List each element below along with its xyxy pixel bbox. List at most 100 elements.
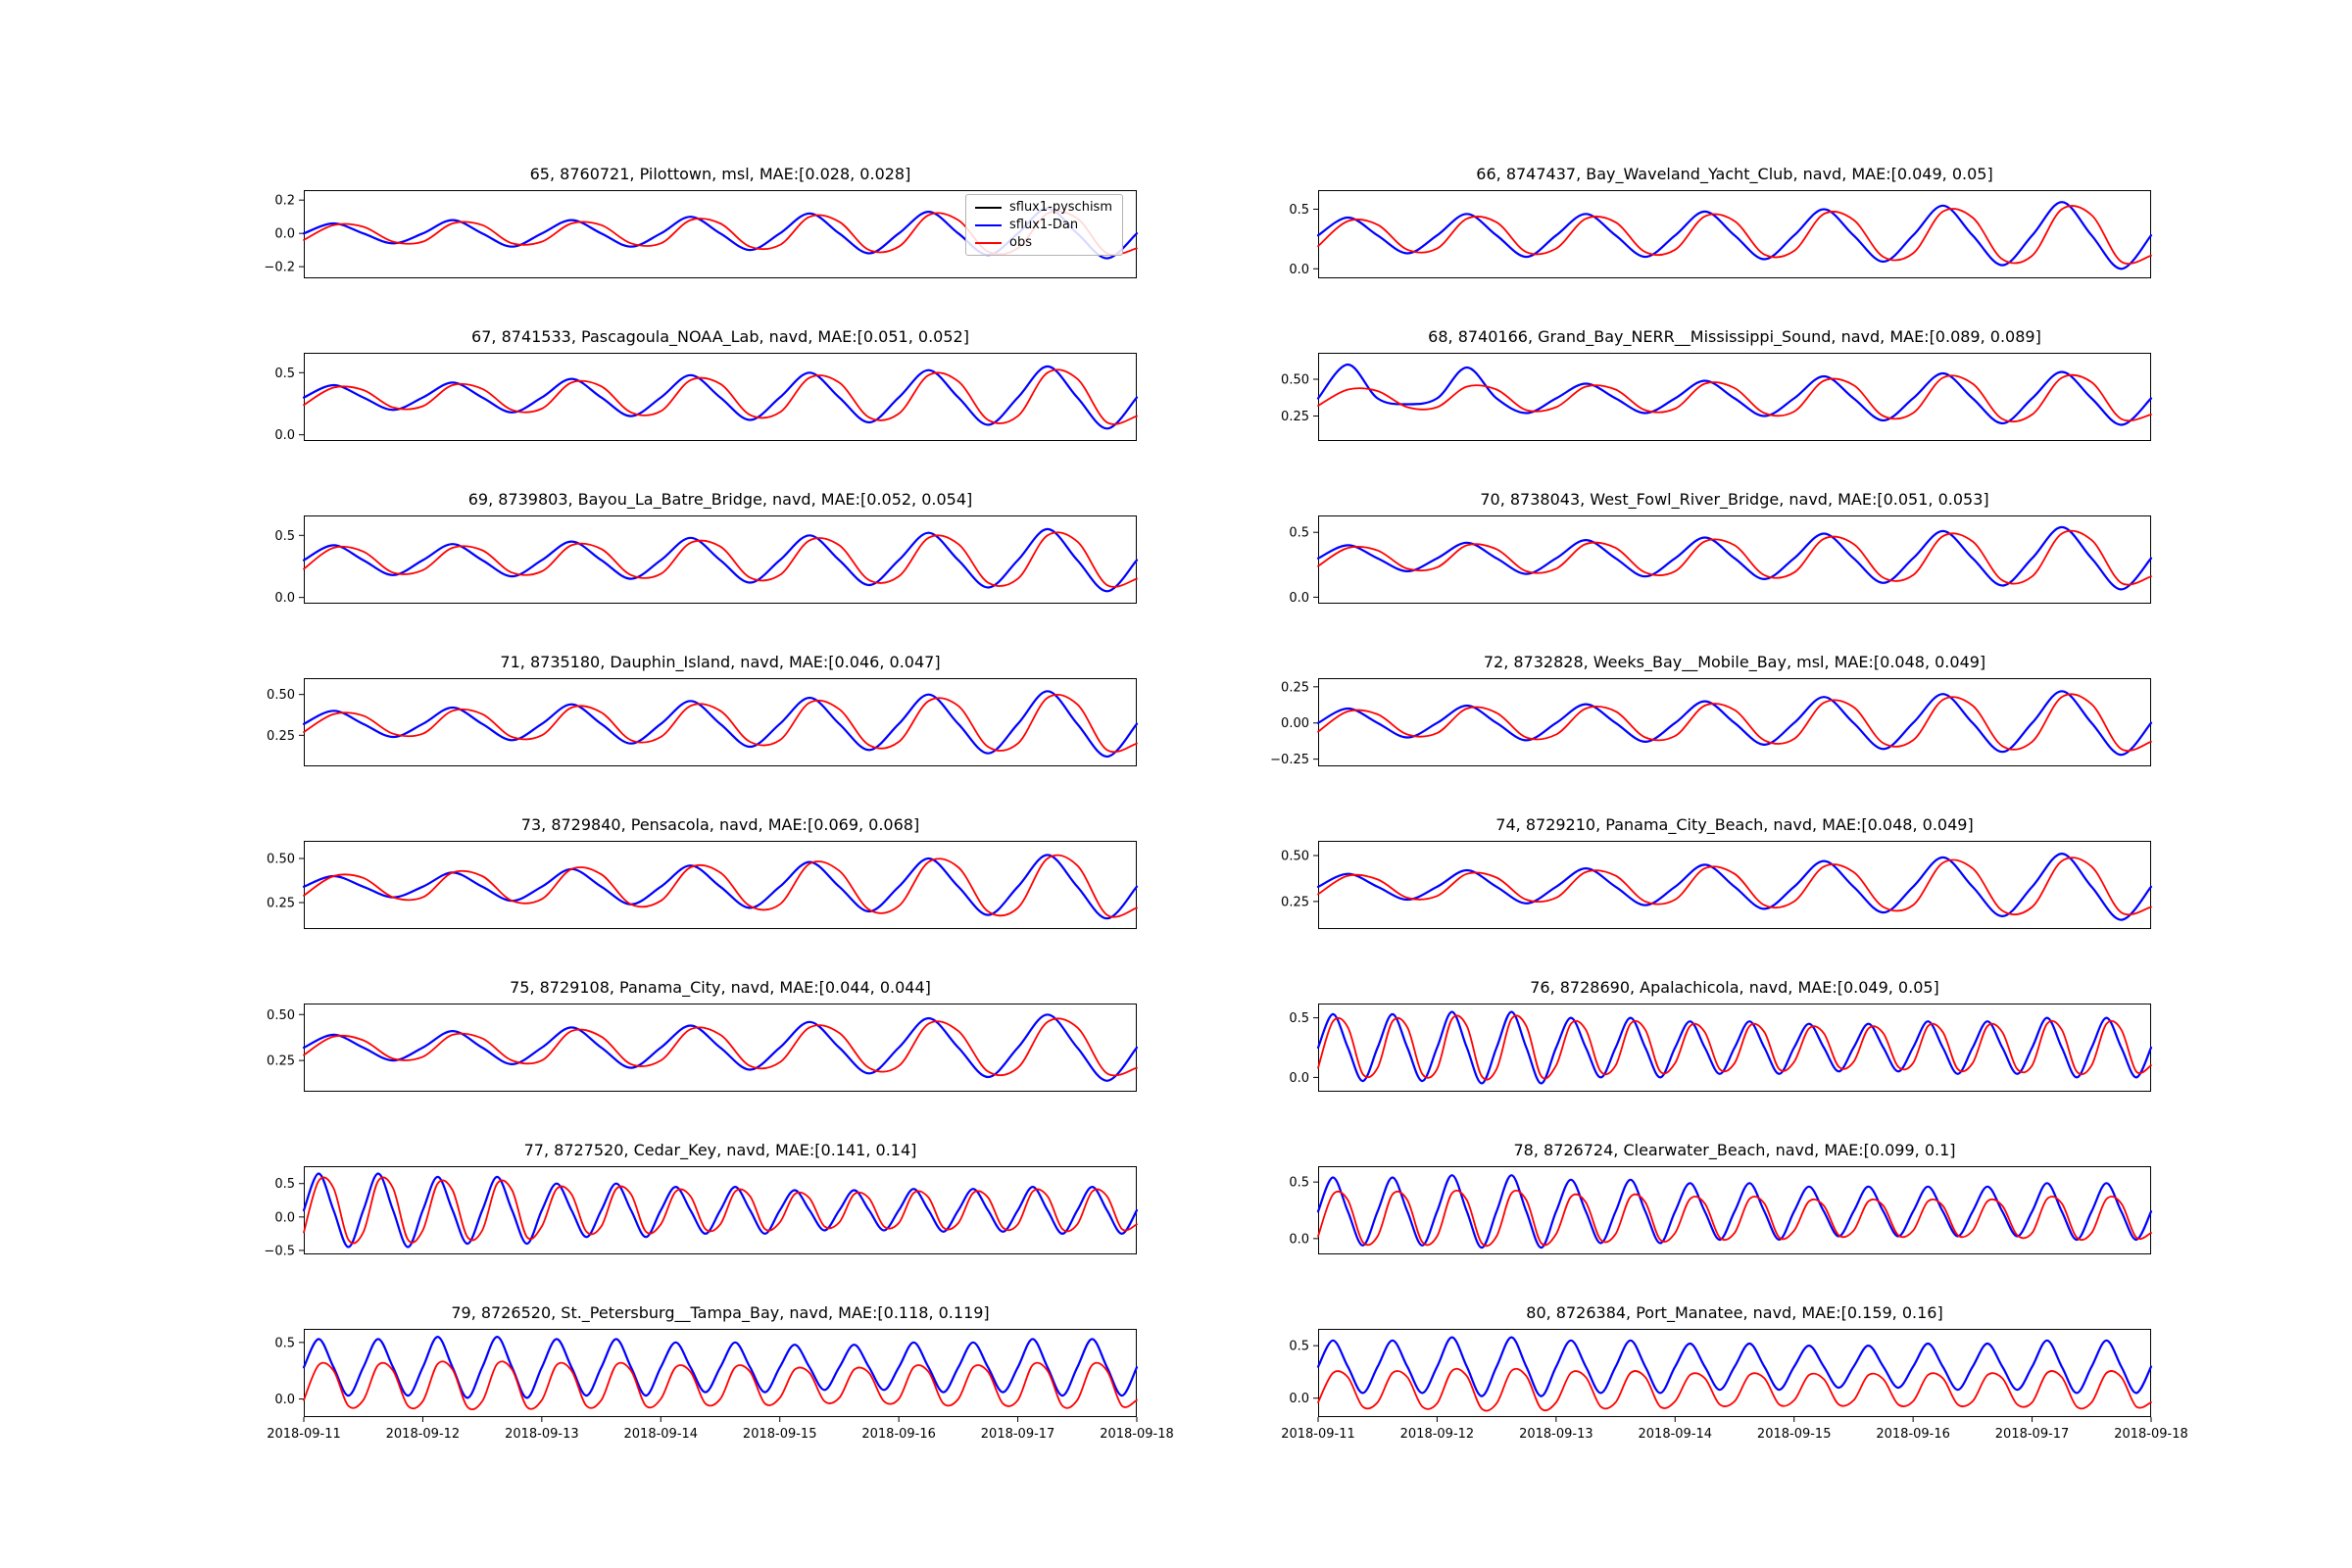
legend-line-sample: [974, 223, 1002, 226]
y-tick-label: 0.25: [1281, 680, 1309, 695]
y-tick-label: 0.5: [1289, 1176, 1309, 1191]
subplot-68-grand_bay_nerr__mississippi_sound: 68, 8740166, Grand_Bay_NERR__Mississippi…: [1281, 327, 2153, 441]
y-tick-label: 0.25: [1281, 895, 1309, 909]
y-tick-label: 0.0: [274, 428, 295, 443]
axes-frame: [1318, 1329, 2151, 1417]
subplot-71-dauphin_island: 71, 8735180, Dauphin_Island, navd, MAE:[…: [267, 653, 1139, 766]
axes-frame: [304, 678, 1137, 766]
subplot-79-st._petersburg__tampa_bay: 79, 8726520, St._Petersburg__Tampa_Bay, …: [267, 1303, 1174, 1442]
series-line-sflux1-Dan: [302, 365, 1139, 430]
series-line-sflux1-Dan: [1316, 690, 2153, 757]
subplot-70-west_fowl_river_bridge: 70, 8738043, West_Fowl_River_Bridge, nav…: [1289, 490, 2153, 606]
plot-area: 0.50 0.25: [267, 1004, 1139, 1092]
series-line-obs: [303, 1360, 1138, 1410]
legend-entry: obs: [974, 235, 1112, 250]
series-line-obs: [1317, 373, 2152, 423]
series-line-obs: [1317, 1190, 2152, 1248]
y-tick-label: 0.0: [1289, 263, 1309, 277]
y-tick-label: 0.50: [1281, 850, 1309, 864]
series-line-obs: [303, 531, 1138, 588]
y-tick-label: 0.5: [274, 1336, 295, 1350]
series-line-obs: [303, 1176, 1138, 1245]
x-tick-label: 2018-09-12: [1400, 1427, 1475, 1442]
legend-label: sflux1-Dan: [1008, 218, 1079, 232]
plot-area: 0.5 0.0 2018-09-11 2018-09-12 2018-09-13 2018…: [1281, 1329, 2188, 1442]
series-line-obs: [303, 1017, 1138, 1077]
y-tick-label: 0.25: [267, 897, 295, 911]
plot-area: 0.5 0.0: [1289, 1004, 2153, 1092]
subplot-66-bay_waveland_yacht_club: 66, 8747437, Bay_Waveland_Yacht_Club, na…: [1289, 165, 2153, 278]
series-line-sflux1-Dan: [302, 690, 1139, 759]
plot-area: 0.5 0.0 2018-09-11 2018-09-12 2018-09-13 2018…: [267, 1329, 1174, 1442]
y-tick-label: −0.2: [264, 261, 295, 275]
x-tick-label: 2018-09-18: [1100, 1427, 1174, 1442]
subplot-title: 66, 8747437, Bay_Waveland_Yacht_Club, na…: [1476, 165, 1993, 183]
y-tick-label: 0.0: [1289, 591, 1309, 606]
y-tick-label: 0.0: [274, 1393, 295, 1407]
y-tick-label: 0.25: [267, 729, 295, 744]
plot-area: 0.5 0.0: [1289, 190, 2153, 278]
y-tick-label: 0.5: [274, 367, 295, 381]
subplot-title: 74, 8729210, Panama_City_Beach, navd, MA…: [1495, 815, 1974, 834]
legend-line-sample: [974, 206, 1002, 209]
x-tick-label: 2018-09-17: [1995, 1427, 2070, 1442]
series-line-sflux1-Dan: [302, 854, 1139, 920]
x-tick-label: 2018-09-14: [624, 1427, 699, 1442]
subplot-title: 67, 8741533, Pascagoula_NOAA_Lab, navd, …: [471, 327, 969, 346]
subplot-title: 69, 8739803, Bayou_La_Batre_Bridge, navd…: [467, 490, 973, 509]
series-line-sflux1-Dan: [302, 527, 1139, 593]
x-tick-label: 2018-09-12: [386, 1427, 461, 1442]
x-tick-label: 2018-09-18: [2114, 1427, 2188, 1442]
subplot-76-apalachicola: 76, 8728690, Apalachicola, navd, MAE:[0.…: [1289, 978, 2153, 1092]
plot-area: 0.5 0.0: [274, 353, 1139, 443]
y-tick-label: 0.0: [1289, 1392, 1309, 1406]
x-tick-label: 2018-09-11: [267, 1427, 341, 1442]
y-tick-label: 0.5: [1289, 203, 1309, 218]
series-line-sflux1-pyschism: [1317, 364, 2152, 426]
subplot-67-pascagoula_noaa_lab: 67, 8741533, Pascagoula_NOAA_Lab, navd, …: [274, 327, 1139, 443]
legend-entry: sflux1-Dan: [974, 218, 1112, 232]
subplot-title: 71, 8735180, Dauphin_Island, navd, MAE:[…: [500, 653, 941, 671]
subplot-title: 80, 8726384, Port_Manatee, navd, MAE:[0.…: [1526, 1303, 1943, 1322]
plot-area: 0.50 0.25: [267, 678, 1139, 766]
series-line-obs: [1317, 1367, 2152, 1412]
subplot-69-bayou_la_batre_bridge: 69, 8739803, Bayou_La_Batre_Bridge, navd…: [274, 490, 1139, 606]
legend-line-sample: [974, 241, 1002, 244]
subplot-title: 65, 8760721, Pilottown, msl, MAE:[0.028,…: [529, 165, 911, 183]
subplot-74-panama_city_beach: 74, 8729210, Panama_City_Beach, navd, MA…: [1281, 815, 2153, 929]
plot-area: 0.50 0.25: [267, 841, 1139, 929]
subplot-title: 77, 8727520, Cedar_Key, navd, MAE:[0.141…: [523, 1141, 917, 1159]
y-tick-label: 0.25: [1281, 410, 1309, 424]
y-tick-label: −0.25: [1270, 753, 1309, 767]
series-line-sflux1-Dan: [1316, 1336, 2153, 1397]
plot-area: 0.5 0.0: [1289, 1166, 2153, 1254]
legend-label: obs: [1008, 235, 1032, 250]
x-tick-label: 2018-09-11: [1281, 1427, 1355, 1442]
series-line-sflux1-Dan: [1316, 201, 2153, 270]
legend-entry: sflux1-pyschism: [974, 200, 1112, 215]
y-tick-label: 0.0: [274, 591, 295, 606]
subplot-78-clearwater_beach: 78, 8726724, Clearwater_Beach, navd, MAE…: [1289, 1141, 2153, 1254]
x-tick-label: 2018-09-13: [1519, 1427, 1593, 1442]
plot-area: 0.50 0.25: [1281, 353, 2153, 441]
y-tick-label: 0.0: [274, 227, 295, 242]
subplot-65-pilottown: 65, 8760721, Pilottown, msl, MAE:[0.028,…: [264, 165, 1139, 278]
series-line-obs: [1317, 529, 2152, 586]
x-tick-label: 2018-09-16: [1876, 1427, 1950, 1442]
series-line-obs: [303, 368, 1138, 425]
subplot-77-cedar_key: 77, 8727520, Cedar_Key, navd, MAE:[0.141…: [264, 1141, 1139, 1258]
x-tick-label: 2018-09-14: [1639, 1427, 1713, 1442]
subplot-title: 75, 8729108, Panama_City, navd, MAE:[0.0…: [510, 978, 931, 997]
axes-frame: [304, 841, 1137, 929]
plot-area: 0.25 0.00 −0.25: [1270, 678, 2153, 767]
subplot-72-weeks_bay__mobile_bay: 72, 8732828, Weeks_Bay__Mobile_Bay, msl,…: [1270, 653, 2153, 767]
series-line-sflux1-Dan: [1316, 1174, 2153, 1250]
series-line-obs: [1317, 693, 2152, 752]
axes-frame: [304, 1329, 1137, 1417]
y-tick-label: −0.5: [264, 1244, 295, 1258]
y-tick-label: 0.50: [267, 1008, 295, 1023]
x-tick-label: 2018-09-15: [743, 1427, 817, 1442]
y-tick-label: 0.0: [1289, 1071, 1309, 1086]
subplot-title: 73, 8729840, Pensacola, navd, MAE:[0.069…: [520, 815, 920, 834]
